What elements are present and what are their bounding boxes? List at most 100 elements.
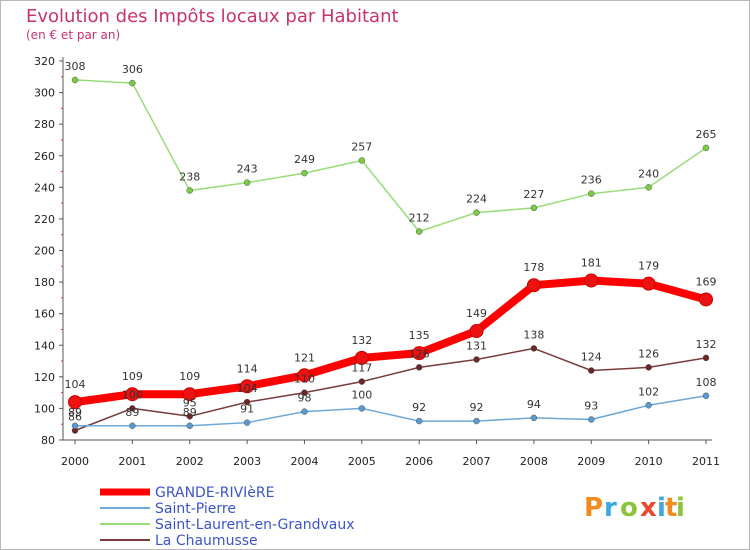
legend: GRANDE-RIVIèRESaint-PierreSaint-Laurent-… <box>100 485 355 549</box>
data-point <box>530 204 538 212</box>
legend-label: GRANDE-RIVIèRE <box>155 485 275 501</box>
data-point <box>68 395 82 410</box>
data-point <box>584 273 599 288</box>
data-labels: 308 306 238 243 249 257 212 224 227 236 240 265 86 10… <box>65 60 717 424</box>
series-lines <box>71 79 710 432</box>
data-label: 98 <box>297 392 311 405</box>
y-tick-label: 120 <box>34 371 55 384</box>
x-tick-label: 2007 <box>463 455 491 468</box>
x-tick-label: 2000 <box>61 455 89 468</box>
data-point <box>645 184 652 191</box>
data-point <box>530 414 538 422</box>
series-line-0 <box>71 276 710 407</box>
data-point <box>301 169 308 177</box>
data-label: 91 <box>240 403 254 416</box>
x-tick-label: 2008 <box>520 455 548 468</box>
data-point <box>301 389 308 396</box>
y-tick-label: 140 <box>34 339 55 352</box>
x-tick-label: 2001 <box>118 455 146 468</box>
series-points <box>68 76 713 434</box>
data-label: 308 <box>65 60 86 73</box>
data-point <box>186 422 193 430</box>
axes <box>62 57 712 441</box>
y-tick-label: 100 <box>34 402 55 415</box>
data-label: 86 <box>68 411 82 424</box>
data-label: 138 <box>523 328 544 341</box>
data-point <box>645 364 652 371</box>
data-point <box>473 356 480 363</box>
data-point <box>297 368 312 383</box>
x-tick-label: 2003 <box>233 455 261 468</box>
data-label: 132 <box>351 334 372 347</box>
logo-letter: o <box>620 493 638 523</box>
series-line-3 <box>74 347 707 432</box>
data-point <box>702 392 710 400</box>
data-point <box>588 416 595 423</box>
y-tick-label: 240 <box>34 181 55 194</box>
x-tick-label: 2004 <box>290 455 318 468</box>
data-label: 265 <box>696 128 717 141</box>
data-label: 132 <box>696 338 717 351</box>
data-point <box>702 144 710 152</box>
data-label: 240 <box>638 167 659 180</box>
x-tick-label: 2010 <box>635 455 663 468</box>
data-point <box>588 367 595 374</box>
data-point <box>354 350 369 365</box>
data-label: 178 <box>523 261 544 274</box>
y-tick-label: 200 <box>34 245 55 258</box>
y-tick-label: 280 <box>34 118 55 131</box>
data-label: 100 <box>122 388 143 401</box>
data-label: 92 <box>412 401 426 414</box>
logo-letter: i <box>676 493 685 523</box>
data-label: 114 <box>237 362 258 375</box>
x-tick-label: 2002 <box>176 455 204 468</box>
data-label: 104 <box>65 378 86 391</box>
data-point <box>702 354 710 362</box>
legend-label: La Chaumusse <box>155 533 258 549</box>
data-label: 110 <box>294 373 315 386</box>
y-tick-label: 80 <box>41 434 55 447</box>
data-label: 102 <box>638 385 659 398</box>
data-label: 89 <box>183 406 197 419</box>
y-tick-label: 220 <box>34 213 55 226</box>
x-tick-label: 2006 <box>405 455 433 468</box>
logo-letter: t <box>665 493 677 523</box>
data-point <box>641 276 656 291</box>
data-label: 108 <box>696 376 717 389</box>
data-point <box>699 292 713 307</box>
chart-title: Evolution des Impôts locaux par Habitant <box>26 6 399 27</box>
y-tick-label: 260 <box>34 150 55 163</box>
data-point <box>129 405 136 412</box>
data-label: 93 <box>584 399 598 412</box>
data-point <box>71 422 79 430</box>
data-point <box>186 187 193 194</box>
data-label: 95 <box>183 396 197 409</box>
x-tick-label: 2005 <box>348 455 376 468</box>
data-point <box>415 364 423 371</box>
data-label: 104 <box>237 382 258 395</box>
data-label: 179 <box>638 260 659 273</box>
data-label: 131 <box>466 339 487 352</box>
data-label: 92 <box>470 401 484 414</box>
data-label: 89 <box>125 406 139 419</box>
x-axis-ticks: 2000 2001 2002 2003 2004 2005 2006 2007 2008 2009… <box>61 440 720 468</box>
x-tick-label: 2011 <box>692 455 720 468</box>
data-point <box>530 345 538 352</box>
y-tick-label: 300 <box>34 87 55 100</box>
data-point <box>588 190 595 197</box>
data-point <box>358 378 366 385</box>
data-label: 212 <box>409 212 430 225</box>
legend-label: Saint-Pierre <box>155 501 236 517</box>
legend-label: Saint-Laurent-en-Grandvaux <box>155 517 355 533</box>
data-label: 135 <box>409 329 430 342</box>
data-point <box>358 405 366 412</box>
data-label: 89 <box>68 406 82 419</box>
data-point <box>240 379 255 394</box>
y-tick-label: 320 <box>34 55 55 68</box>
logo-letter: P <box>584 493 603 523</box>
logo-letter: x <box>640 493 657 523</box>
data-point <box>415 417 423 425</box>
data-point <box>125 387 140 402</box>
data-point <box>415 228 423 235</box>
